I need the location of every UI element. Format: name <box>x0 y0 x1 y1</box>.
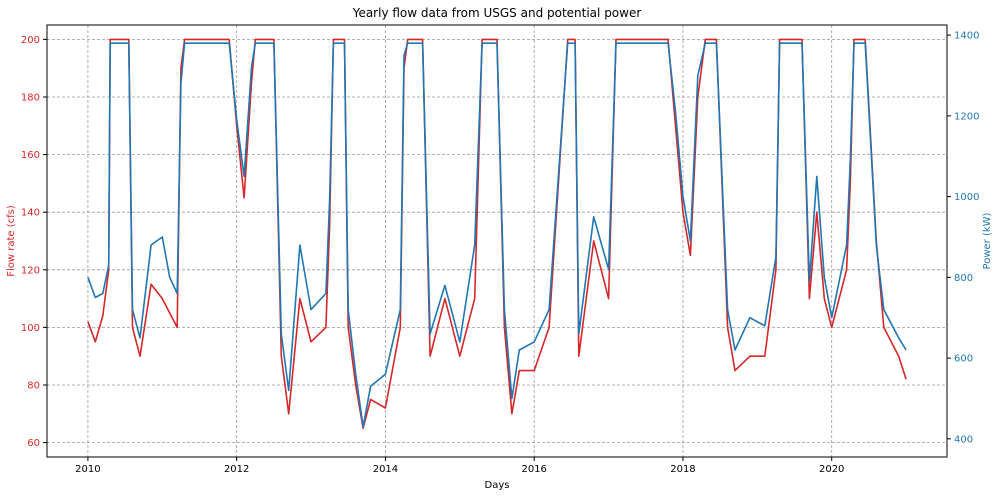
power-series-line <box>87 42 907 428</box>
right-y-axis-label: Power (kW) <box>982 212 993 269</box>
x-tick-label: 2010 <box>75 464 100 475</box>
x-tick-label: 2014 <box>373 464 398 475</box>
left-y-tick-label: 100 <box>21 323 40 334</box>
right-y-tick-label: 1000 <box>954 192 979 203</box>
series-layer <box>87 38 907 430</box>
left-y-tick-label: 160 <box>21 150 40 161</box>
left-y-tick-label: 120 <box>21 265 40 276</box>
x-tick-label: 2020 <box>819 464 844 475</box>
flow-series-line <box>87 38 907 430</box>
left-y-axis-ticks: 60 80 100 120 140 160 180 200 <box>21 35 47 449</box>
right-y-tick-label: 600 <box>954 354 973 365</box>
plot-frame <box>46 24 948 458</box>
left-y-tick-label: 200 <box>21 35 40 46</box>
left-y-tick-label: 80 <box>27 381 40 392</box>
right-y-tick-label: 1400 <box>954 31 979 42</box>
right-y-tick-label: 1200 <box>954 111 979 122</box>
right-y-tick-label: 800 <box>954 273 973 284</box>
right-y-tick-label: 400 <box>954 434 973 445</box>
left-y-tick-label: 60 <box>27 438 40 449</box>
chart-title: Yearly flow data from USGS and potential… <box>352 6 642 20</box>
left-y-tick-label: 180 <box>21 93 40 104</box>
right-y-axis-ticks: 400 600 800 1000 1200 1400 <box>947 31 979 445</box>
x-tick-label: 2018 <box>670 464 695 475</box>
x-tick-label: 2012 <box>224 464 249 475</box>
left-y-axis-label: Flow rate (cfs) <box>6 205 17 277</box>
x-axis-ticks: 2010 2012 2014 2016 2018 2020 <box>75 457 844 475</box>
x-axis-label: Days <box>485 480 510 491</box>
left-y-tick-label: 140 <box>21 208 40 219</box>
x-tick-label: 2016 <box>521 464 546 475</box>
